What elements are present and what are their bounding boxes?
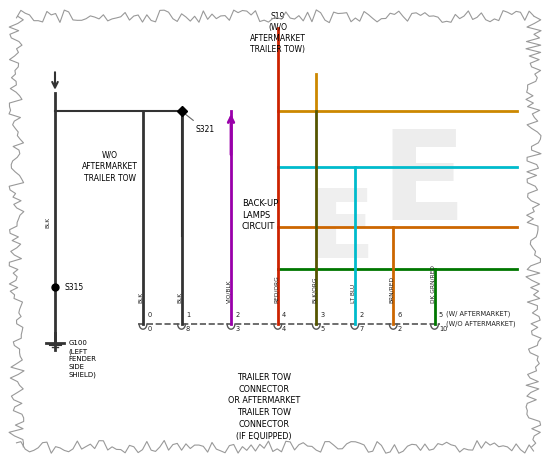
- Text: S19
(W/O
AFTERMARKET
TRAILER TOW): S19 (W/O AFTERMARKET TRAILER TOW): [250, 12, 306, 54]
- Text: BRN/RED: BRN/RED: [389, 276, 394, 303]
- Text: 5: 5: [321, 326, 325, 332]
- Text: 10: 10: [439, 326, 447, 332]
- Text: BACK-UP
LAMPS
CIRCUIT: BACK-UP LAMPS CIRCUIT: [242, 199, 278, 231]
- Text: 4: 4: [282, 312, 287, 318]
- Text: W/O
AFTERMARKET
TRAILER TOW: W/O AFTERMARKET TRAILER TOW: [82, 150, 138, 183]
- Text: TRAILER TOW
CONNECTOR
OR AFTERMARKET
TRAILER TOW
CONNECTOR
(IF EQUIPPED): TRAILER TOW CONNECTOR OR AFTERMARKET TRA…: [228, 373, 300, 441]
- Text: RED/ORG: RED/ORG: [273, 275, 279, 303]
- Text: BLK: BLK: [139, 292, 144, 303]
- Text: 2: 2: [359, 312, 364, 318]
- Text: 4: 4: [282, 326, 287, 332]
- Text: E: E: [381, 125, 466, 246]
- Text: G100
(LEFT
FENDER
SIDE
SHIELD): G100 (LEFT FENDER SIDE SHIELD): [69, 340, 97, 378]
- Text: 3: 3: [235, 326, 240, 332]
- Text: BLK/ORG: BLK/ORG: [312, 277, 317, 303]
- Text: 2: 2: [398, 326, 402, 332]
- Text: (W/ AFTERMARKET): (W/ AFTERMARKET): [446, 311, 510, 317]
- Text: S315: S315: [65, 282, 84, 292]
- Text: 7: 7: [359, 326, 364, 332]
- Text: 2: 2: [235, 312, 240, 318]
- Text: 8: 8: [186, 326, 190, 332]
- Text: 5: 5: [439, 312, 443, 318]
- Text: (W/O AFTERMARKET): (W/O AFTERMARKET): [446, 321, 515, 327]
- Text: 3: 3: [321, 312, 324, 318]
- Text: 1: 1: [186, 312, 190, 318]
- Text: DK GRN/RED: DK GRN/RED: [430, 265, 436, 303]
- Text: 0: 0: [147, 312, 152, 318]
- Text: VIO/BLK: VIO/BLK: [227, 280, 232, 303]
- Text: 0: 0: [147, 326, 152, 332]
- Text: BLK: BLK: [177, 292, 183, 303]
- Text: S321: S321: [184, 113, 214, 134]
- Text: BLK: BLK: [45, 217, 51, 228]
- Text: LT BLU: LT BLU: [350, 284, 356, 303]
- Text: 6: 6: [398, 312, 402, 318]
- Text: E: E: [308, 185, 374, 278]
